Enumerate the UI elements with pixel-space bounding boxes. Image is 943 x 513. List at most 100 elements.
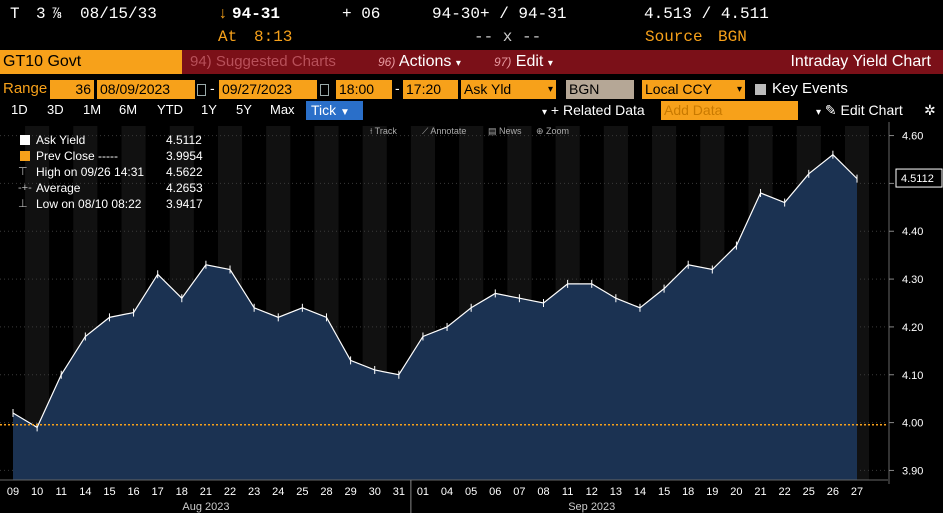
- legend-label: Prev Close -----: [36, 149, 119, 163]
- down-arrow-icon: ↓: [218, 5, 228, 23]
- legend-value: 3.9954: [166, 149, 203, 163]
- x-tick-label: 22: [779, 486, 791, 498]
- start-date-input[interactable]: 08/09/2023: [97, 80, 195, 99]
- related-data-label: Related Data: [563, 102, 645, 118]
- annotate-icon: ⟋: [422, 126, 431, 136]
- x-tick-label: 06: [489, 486, 501, 498]
- legend-value: 4.5112: [166, 133, 202, 147]
- x-tick-label: 11: [56, 486, 67, 498]
- yield-area: [13, 154, 857, 480]
- zoom-tool[interactable]: ⊕ Zoom: [536, 126, 569, 137]
- actions-num: 96): [378, 55, 396, 69]
- calendar-icon[interactable]: [320, 84, 329, 96]
- y-tick-label: 3.90: [902, 465, 923, 477]
- track-tool[interactable]: ⟊ Track: [370, 126, 397, 137]
- x-tick-label: 23: [248, 486, 260, 498]
- legend-value: 4.5622: [166, 165, 203, 179]
- chevron-down-icon: ▼: [340, 107, 350, 118]
- chevron-down-icon: ▾: [736, 84, 742, 95]
- gear-icon[interactable]: ✲: [924, 102, 936, 118]
- x-tick-label: 09: [7, 486, 19, 498]
- quote-yields: 4.513 / 4.511: [644, 5, 769, 23]
- related-data-button[interactable]: ▾ + Related Data: [542, 100, 645, 123]
- end-date-input[interactable]: 09/27/2023: [219, 80, 317, 99]
- x-tick-label: 16: [127, 486, 139, 498]
- add-data-input[interactable]: Add Data: [661, 101, 798, 120]
- month-label: Aug 2023: [182, 501, 229, 513]
- edit-button[interactable]: 97) Edit ▾: [490, 50, 578, 74]
- ask-yield-swatch: [20, 135, 30, 145]
- edit-label: Edit: [515, 53, 544, 70]
- x-tick-label: 24: [272, 486, 284, 498]
- edit-chart-label: Edit Chart: [840, 102, 903, 118]
- page-title: Intraday Yield Chart: [790, 53, 931, 70]
- chevron-down-icon: ▾: [455, 58, 461, 69]
- period-1y[interactable]: 1Y: [201, 102, 217, 117]
- x-tick-label: 05: [465, 486, 477, 498]
- ticker-field[interactable]: GT10 Govt: [0, 50, 182, 74]
- low-marker-icon: ⊥: [18, 198, 28, 210]
- period-max[interactable]: Max: [270, 102, 295, 117]
- period-5y[interactable]: 5Y: [236, 102, 252, 117]
- quote-ticker-prefix: T: [10, 5, 20, 23]
- quote-size: -- x --: [474, 28, 542, 46]
- yield-line: [12, 153, 858, 429]
- edit-num: 97): [494, 55, 512, 69]
- x-tick-label: 21: [200, 486, 212, 498]
- tick-dropdown[interactable]: Tick ▼: [306, 101, 363, 120]
- quote-change: + 06: [342, 5, 381, 23]
- key-events-label: Key Events: [772, 80, 848, 97]
- period-ytd[interactable]: YTD: [157, 102, 183, 117]
- tick-label: Tick: [311, 102, 337, 118]
- period-3d[interactable]: 3D: [47, 102, 64, 117]
- quote-source: BGN: [718, 28, 747, 46]
- calendar-icon[interactable]: [197, 84, 206, 96]
- news-tool[interactable]: ▤ News: [488, 126, 522, 137]
- x-tick-label: 18: [176, 486, 188, 498]
- period-1d[interactable]: 1D: [11, 102, 28, 117]
- source-input[interactable]: BGN: [566, 80, 634, 99]
- legend-label: High on 09/26 14:31: [36, 165, 145, 179]
- currency-select[interactable]: Local CCY ▾: [642, 80, 745, 99]
- actions-button[interactable]: 96) Actions ▾: [374, 50, 486, 74]
- suggested-num: 94): [190, 53, 212, 70]
- yield-chart[interactable]: 4.604.504.404.304.204.104.003.904.511209…: [0, 122, 943, 513]
- annotate-tool[interactable]: ⟋ Annotate: [422, 126, 466, 137]
- quote-source-label: Source: [645, 28, 703, 46]
- start-time-input[interactable]: 18:00: [336, 80, 392, 99]
- x-tick-label: 20: [730, 486, 742, 498]
- chevron-down-icon: ▾: [542, 107, 548, 118]
- suggested-charts-button[interactable]: 94) Suggested Charts: [184, 50, 370, 74]
- quote-coupon-whole: 3: [36, 5, 46, 23]
- chart-legend: Ask Yield 4.5112 Prev Close ----- 3.9954…: [12, 132, 242, 212]
- legend-low: ⊥ Low on 08/10 08:22 3.9417: [12, 196, 242, 212]
- quote-coupon-frac: ⅞: [52, 5, 62, 23]
- edit-chart-button[interactable]: ▾ ✎ Edit Chart: [816, 100, 903, 123]
- track-icon: ⟊: [370, 126, 375, 136]
- field-select[interactable]: Ask Yld ▾: [461, 80, 556, 99]
- news-label: News: [499, 126, 522, 136]
- legend-high: ⊤ High on 09/26 14:31 4.5622: [12, 164, 242, 180]
- zoom-label: Zoom: [546, 126, 570, 136]
- chevron-down-icon: ▾: [547, 58, 553, 69]
- chevron-down-icon: ▾: [816, 107, 822, 118]
- annotate-label: Annotate: [430, 126, 467, 136]
- legend-average: -+- Average 4.2653: [12, 180, 242, 196]
- x-tick-label: 25: [803, 486, 815, 498]
- chevron-down-icon: ▾: [547, 84, 553, 95]
- x-tick-label: 15: [103, 486, 115, 498]
- key-events-checkbox[interactable]: [755, 84, 766, 95]
- quote-time: 8:13: [254, 28, 293, 46]
- end-time-input[interactable]: 17:20: [403, 80, 458, 99]
- high-marker-icon: ⊤: [18, 166, 28, 178]
- x-tick-label: 29: [344, 486, 356, 498]
- track-label: Track: [374, 126, 397, 136]
- range-input[interactable]: 36: [50, 80, 94, 99]
- period-6m[interactable]: 6M: [119, 102, 138, 117]
- y-tick-label: 4.20: [902, 322, 923, 334]
- x-tick-label: 31: [393, 486, 405, 498]
- legend-label: Low on 08/10 08:22: [36, 197, 142, 211]
- y-tick-label: 4.60: [902, 131, 923, 143]
- time-separator: -: [395, 80, 400, 96]
- period-1m[interactable]: 1M: [83, 102, 102, 117]
